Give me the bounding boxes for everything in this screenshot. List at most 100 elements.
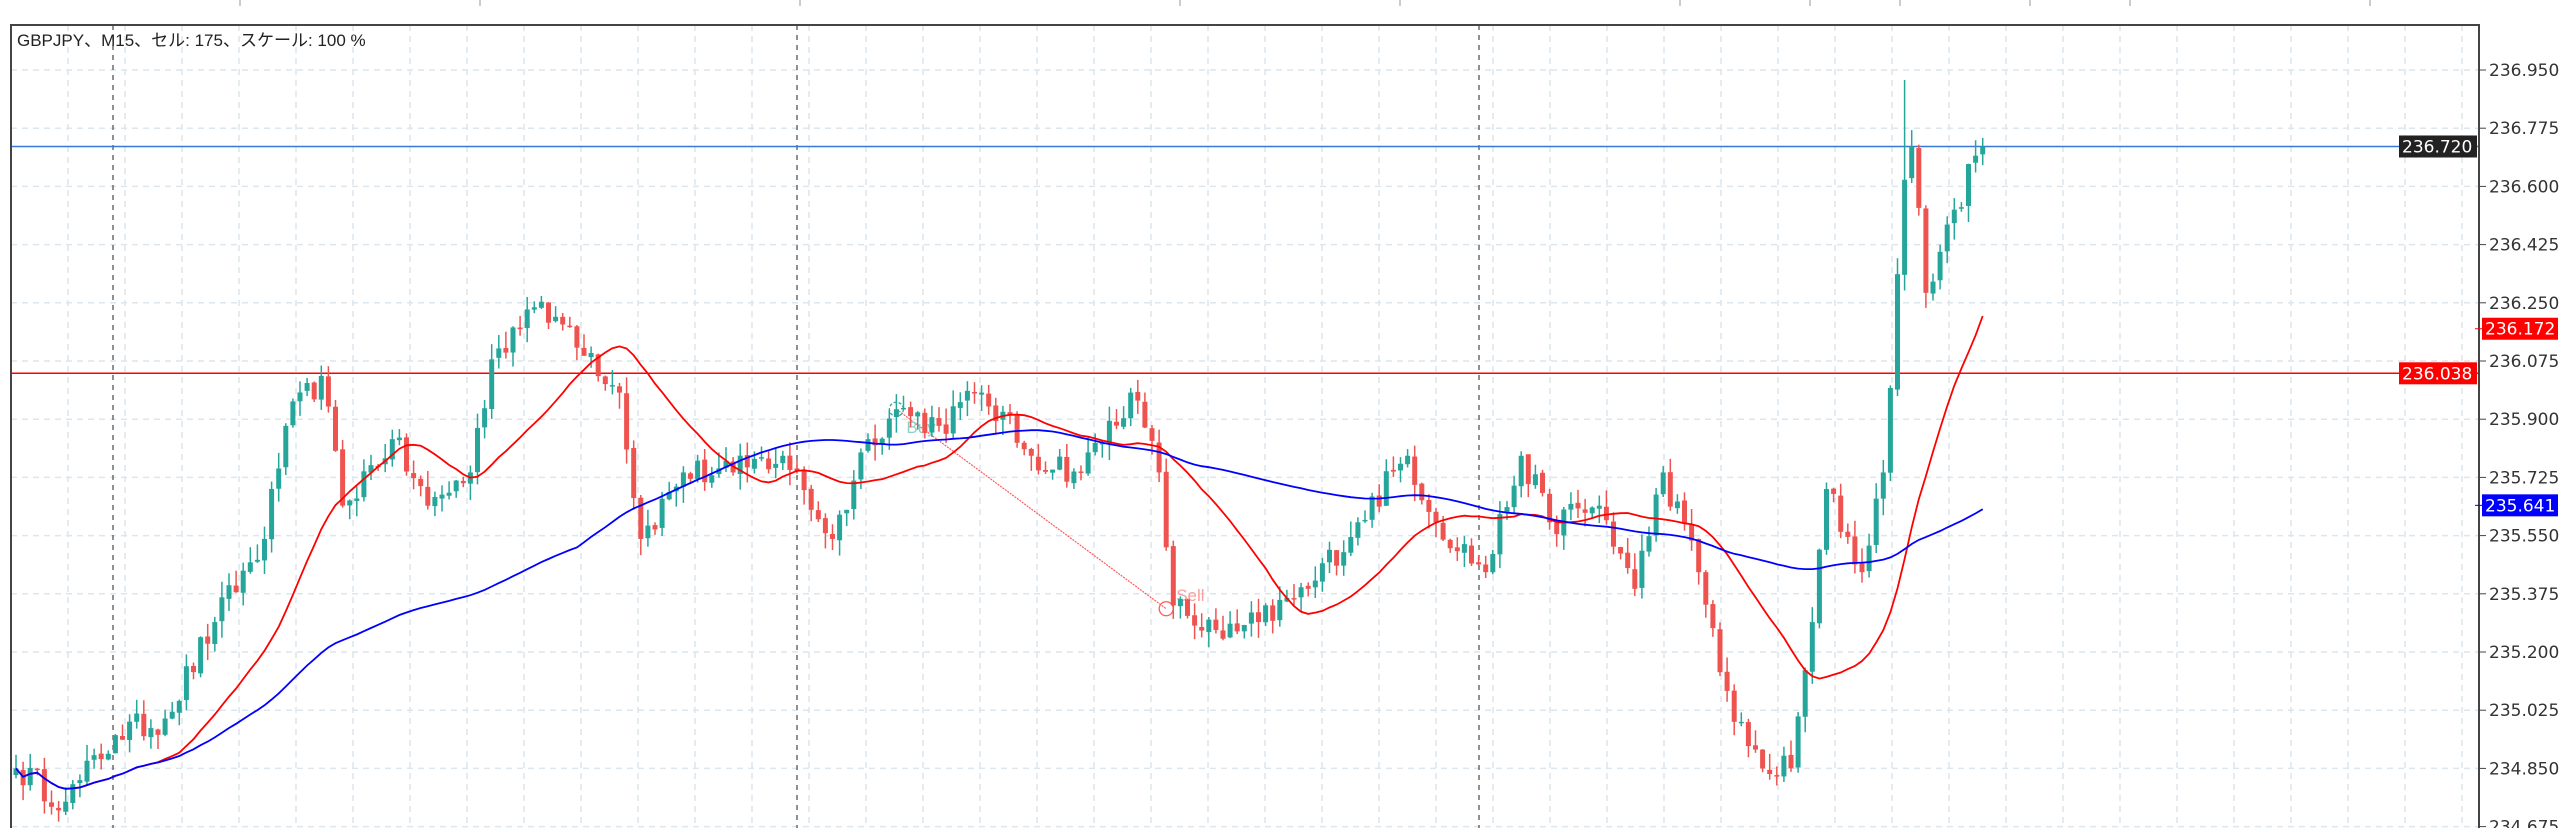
candle-body [1142, 401, 1148, 428]
candle [1050, 469, 1056, 480]
candle [886, 409, 892, 450]
candle [837, 510, 843, 556]
candle-body [1710, 604, 1716, 629]
candle [489, 344, 495, 419]
candle [56, 801, 62, 822]
candle [467, 465, 473, 501]
candle-body [1028, 448, 1034, 456]
moving-average-slow-line [15, 429, 1984, 790]
candle-body [418, 478, 424, 487]
candle [773, 448, 779, 479]
candle-body [1270, 605, 1276, 621]
candle [27, 753, 33, 791]
candle [34, 767, 40, 776]
candle-body [766, 458, 772, 470]
candle-body [1802, 670, 1808, 717]
candle [560, 312, 566, 331]
candle [1611, 512, 1616, 555]
candle [134, 699, 140, 729]
candle-body [851, 480, 857, 510]
candle-body [1156, 442, 1162, 473]
candle-body [517, 327, 523, 330]
candle [112, 734, 118, 754]
axis-tick-label: 234.850 [2489, 759, 2559, 779]
candle-body [155, 729, 161, 735]
candle [1674, 494, 1680, 514]
candle [1177, 596, 1183, 619]
candle-body [1305, 585, 1311, 589]
candle-body [1383, 471, 1389, 506]
candle [815, 501, 821, 523]
level-price-tag-bg [2399, 362, 2477, 385]
candle-body [283, 425, 289, 468]
candle-body [56, 807, 62, 811]
candle-body [609, 385, 615, 387]
candle [801, 466, 807, 505]
candle [1887, 385, 1893, 481]
candle [1745, 718, 1751, 758]
candle-body [1852, 536, 1858, 565]
candle [759, 446, 764, 462]
candle-body [524, 309, 530, 328]
candle [20, 761, 26, 801]
candle-body [1504, 507, 1510, 513]
candle-body [617, 386, 622, 393]
candle [1639, 534, 1645, 599]
candle [1156, 429, 1162, 483]
candle [1795, 711, 1801, 773]
candle-body [1170, 546, 1176, 606]
candle-body [127, 721, 133, 741]
candle-body [1575, 502, 1581, 509]
candle-body [1795, 716, 1801, 768]
candle [361, 459, 367, 502]
candle [879, 437, 885, 455]
candle [709, 466, 715, 488]
candle-body [503, 347, 509, 353]
candle [1958, 202, 1964, 212]
axis-tick-label: 234.675 [2489, 818, 2559, 828]
candle-body [759, 457, 764, 459]
candle [617, 382, 622, 409]
candle-body [645, 525, 651, 539]
candle [1937, 244, 1943, 290]
candle [1114, 409, 1119, 430]
candle-body [368, 465, 374, 473]
candle-body [1312, 580, 1318, 588]
candle [744, 442, 750, 483]
candle-body [1916, 148, 1922, 208]
trade-line: Buy Sell [888, 401, 1205, 617]
chart-frame [10, 24, 2480, 828]
candle-body [1476, 562, 1482, 565]
candle [432, 491, 438, 517]
candle-body [1838, 495, 1844, 532]
candle [1632, 553, 1638, 597]
candle [77, 774, 83, 798]
candle-body [333, 406, 338, 451]
axis-tick-label: 236.600 [2489, 177, 2559, 197]
candle [1547, 488, 1553, 530]
candle-body [311, 382, 317, 400]
candle-body [510, 327, 516, 353]
candle-body [830, 533, 835, 539]
candle-body [1724, 671, 1730, 691]
candle [269, 481, 275, 553]
candle-body [1135, 391, 1141, 401]
candle-body [446, 492, 452, 496]
candle-body [1880, 472, 1886, 499]
candle [1405, 449, 1411, 468]
candle [1895, 258, 1900, 396]
candle-body [1085, 452, 1091, 474]
candle [1696, 538, 1702, 585]
candle [702, 448, 708, 491]
candle-body [460, 480, 466, 484]
candle [950, 390, 956, 440]
candle-body [1128, 392, 1134, 419]
candle [844, 509, 850, 527]
candle-body [1412, 456, 1418, 485]
candle [1298, 582, 1304, 612]
candle [453, 479, 459, 498]
candle-body [183, 666, 189, 700]
axis-tick-label: 235.900 [2489, 410, 2559, 430]
candle [297, 381, 303, 416]
